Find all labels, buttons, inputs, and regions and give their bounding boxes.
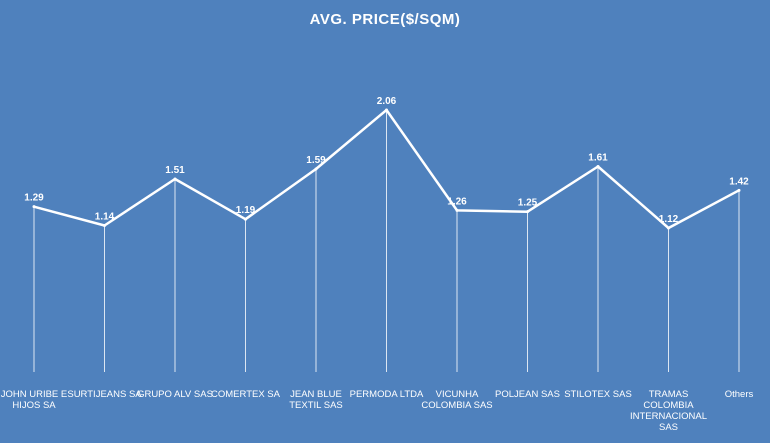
data-point	[314, 167, 318, 171]
category-label: COMERTEX SA	[211, 389, 281, 400]
data-point	[244, 217, 247, 221]
data-point	[667, 226, 670, 230]
category-label: POLJEAN SAS	[495, 389, 560, 400]
data-label: 1.19	[236, 205, 256, 216]
data-point	[103, 223, 106, 227]
data-point	[32, 205, 36, 209]
data-label: 1.25	[518, 198, 538, 209]
data-label: 1.59	[306, 155, 326, 166]
data-label: 1.29	[24, 193, 44, 204]
chart-title: AVG. PRICE($/SQM)	[310, 11, 461, 28]
data-label: 1.26	[447, 196, 467, 207]
category-label: SURTIJEANS SA	[67, 389, 142, 400]
category-label: JOHN URIBE E HIJOS SA	[1, 389, 68, 411]
data-point	[526, 210, 529, 214]
data-label: 1.42	[729, 176, 749, 187]
data-point	[455, 208, 459, 212]
data-label: 2.06	[377, 96, 397, 107]
data-label: 1.61	[588, 152, 608, 163]
data-labels: 1.29 1.14 1.51 1.19 1.59 2.06 1.26 1.25 1.61 1.12…	[24, 96, 749, 230]
data-point	[596, 164, 600, 168]
category-label: TRAMAS COLOMBIA INTERNACIONAL SAS	[630, 389, 707, 433]
category-label: PERMODA LTDA	[350, 389, 424, 400]
data-label: 1.14	[95, 211, 115, 222]
data-label: 1.51	[165, 165, 185, 176]
category-label: Others	[725, 389, 754, 400]
category-label: STILOTEX SAS	[564, 389, 632, 400]
category-label: VICUNHA COLOMBIA SAS	[421, 389, 492, 411]
data-label: 1.12	[659, 214, 679, 225]
data-point	[385, 108, 388, 112]
data-point	[173, 177, 177, 181]
data-point	[737, 188, 741, 192]
drop-lines	[33, 110, 740, 372]
category-label: JEAN BLUE TEXTIL SAS	[289, 389, 343, 411]
category-label: GRUPO ALV SAS	[137, 389, 213, 400]
